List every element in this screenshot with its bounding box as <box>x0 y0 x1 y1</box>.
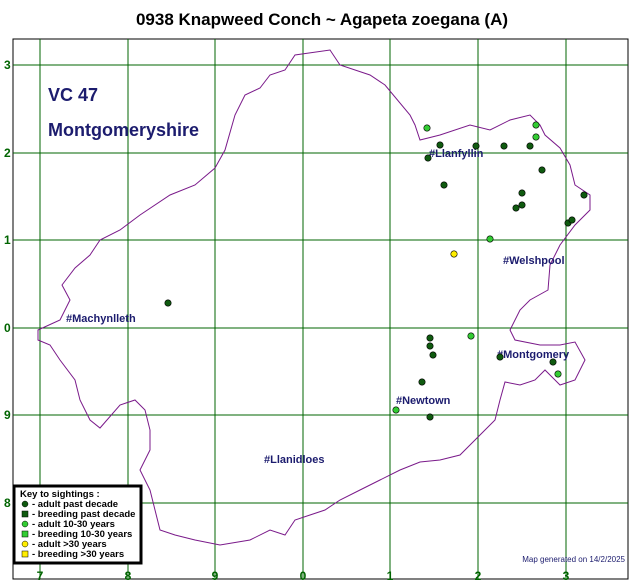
key-symbol <box>21 530 29 538</box>
sighting <box>436 141 444 149</box>
sighting <box>440 181 448 189</box>
place-label: #Llanidloes <box>264 454 325 466</box>
y-labels: 3 2 1 0 9 8 <box>4 58 11 510</box>
key-item: - breeding past decade <box>32 509 135 520</box>
grid-label: 2 <box>475 569 482 583</box>
key-symbol <box>21 500 29 508</box>
sighting <box>467 332 475 340</box>
sighting <box>549 358 557 366</box>
key-symbol <box>21 510 29 518</box>
key-item: - breeding >30 years <box>32 549 124 560</box>
sighting <box>500 142 508 150</box>
key-symbol <box>21 550 29 558</box>
sighting <box>426 413 434 421</box>
grid-label: 3 <box>4 58 11 72</box>
sighting <box>424 154 432 162</box>
place-label: #Welshpool <box>503 255 565 267</box>
sighting <box>526 142 534 150</box>
sighting <box>486 235 494 243</box>
key-box <box>12 484 143 565</box>
key-item: - adult >30 years <box>32 539 107 550</box>
sighting <box>518 189 526 197</box>
grid-label: 1 <box>4 233 11 247</box>
key-symbol <box>21 520 29 528</box>
sighting <box>392 406 400 414</box>
key: Key to sightings : - adult past decade -… <box>12 484 143 565</box>
sighting <box>418 378 426 386</box>
grid-label: 9 <box>212 569 219 583</box>
vc-name: Montgomeryshire <box>48 120 199 140</box>
place-label: #Newtown <box>396 395 451 407</box>
county-boundary <box>37 49 591 546</box>
sighting <box>450 250 458 258</box>
grid-label: 7 <box>37 569 44 583</box>
grid-label: 8 <box>125 569 132 583</box>
grid-label: 1 <box>387 569 394 583</box>
sighting <box>532 133 540 141</box>
place-label: #Llanfyllin <box>429 148 484 160</box>
grid-label: 0 <box>300 569 307 583</box>
grid-label: 2 <box>4 146 11 160</box>
key-item: - adult 10-30 years <box>32 519 115 530</box>
sighting <box>472 142 480 150</box>
map-title: 0938 Knapweed Conch ~ Agapeta zoegana (A… <box>136 10 508 29</box>
map-frame <box>12 38 629 580</box>
sighting <box>426 342 434 350</box>
sighting <box>164 299 172 307</box>
grid-label: 0 <box>4 321 11 335</box>
sighting <box>568 216 576 224</box>
key-item: - adult past decade <box>32 499 118 510</box>
place-label: #Machynlleth <box>66 313 136 325</box>
sighting <box>554 370 562 378</box>
key-item: - breeding 10-30 years <box>32 529 132 540</box>
sighting <box>538 166 546 174</box>
x-labels: 7 8 9 0 1 2 3 <box>37 569 570 583</box>
grid-label: 3 <box>563 569 570 583</box>
place-label: #Montgomery <box>497 349 570 361</box>
sighting <box>426 334 434 342</box>
sighting <box>423 124 431 132</box>
sighting <box>518 201 526 209</box>
sightings <box>164 121 588 421</box>
sighting <box>580 191 588 199</box>
footer: Map generated on 14/2/2025 <box>522 555 625 564</box>
key-title: Key to sightings : <box>20 489 100 500</box>
grid-label: 8 <box>4 496 11 510</box>
sighting <box>496 353 504 361</box>
sighting <box>512 204 520 212</box>
sighting <box>429 351 437 359</box>
vc-number: VC 47 <box>48 85 98 105</box>
grid-label: 9 <box>4 408 11 422</box>
sighting <box>532 121 540 129</box>
key-symbol <box>21 540 29 548</box>
